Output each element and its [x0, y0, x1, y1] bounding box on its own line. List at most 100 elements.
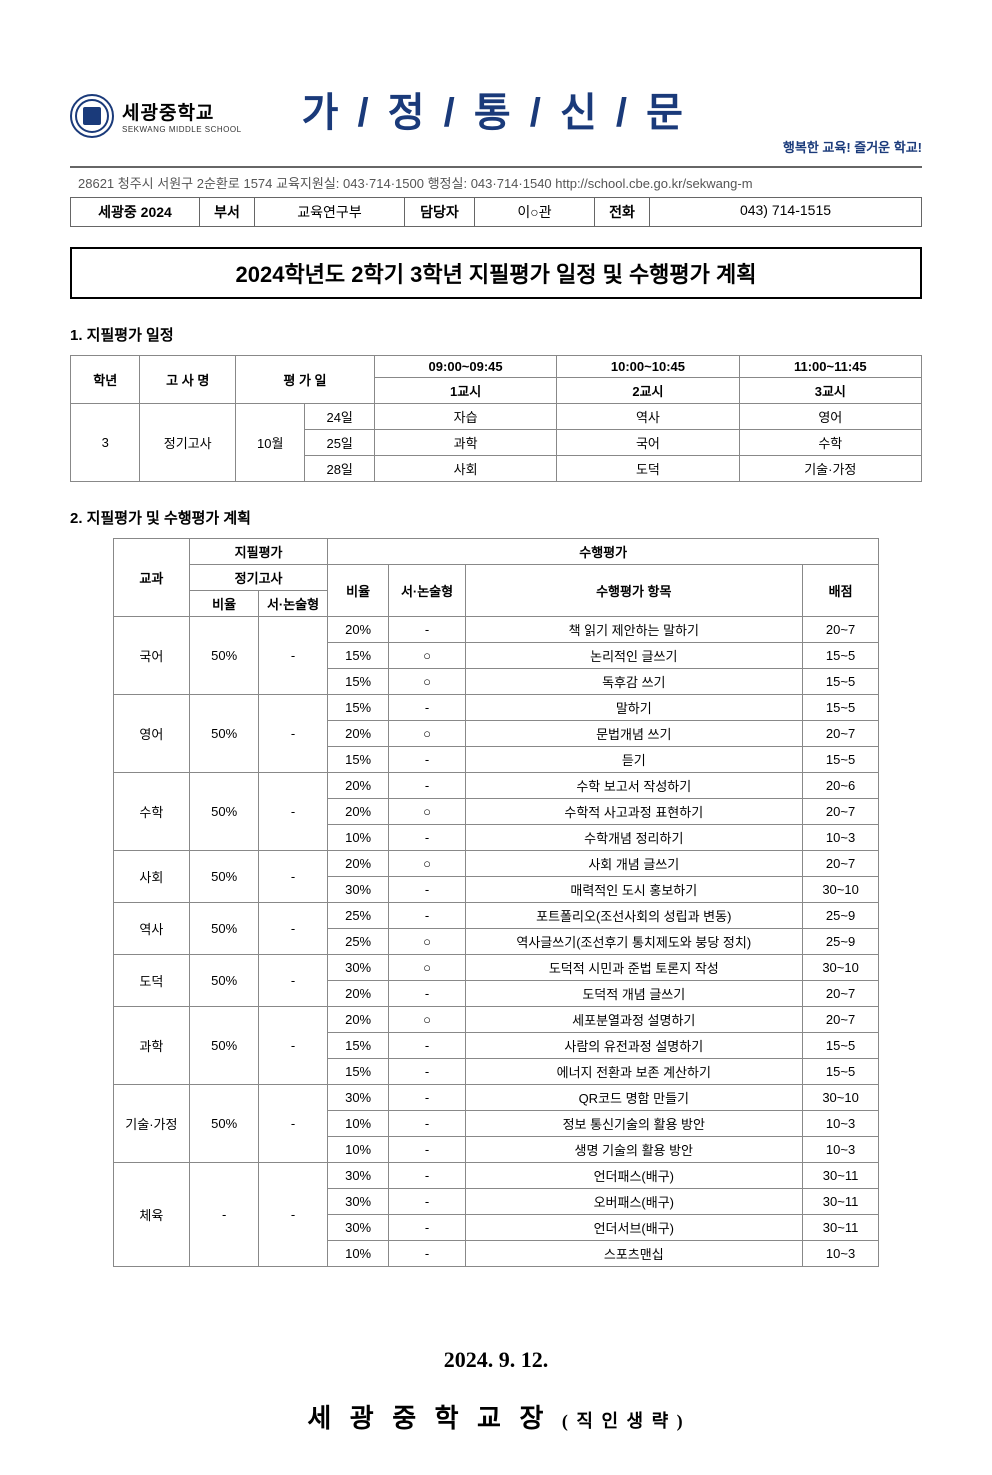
plan-cell: 25~9 — [802, 929, 879, 955]
school-motto: 행복한 교육! 즐거운 학교! — [783, 137, 922, 156]
plan-header: 서·논술형 — [389, 565, 466, 617]
plan-cell: 수학 보고서 작성하기 — [465, 773, 802, 799]
plan-cell: 50% — [190, 1007, 259, 1085]
plan-cell: 15~5 — [802, 669, 879, 695]
plan-cell: - — [389, 1085, 466, 1111]
plan-cell: 50% — [190, 1085, 259, 1163]
schedule-subject: 사회 — [374, 456, 556, 482]
plan-cell: - — [389, 695, 466, 721]
plan-cell: 30% — [327, 1163, 388, 1189]
schedule-subject: 도덕 — [557, 456, 739, 482]
plan-cell: 10~3 — [802, 1111, 879, 1137]
plan-cell: 20% — [327, 799, 388, 825]
plan-cell: 20% — [327, 617, 388, 643]
plan-cell: - — [259, 617, 328, 695]
plan-cell: 20% — [327, 1007, 388, 1033]
plan-cell: 30~11 — [802, 1215, 879, 1241]
plan-cell: 15% — [327, 747, 388, 773]
plan-cell: - — [259, 851, 328, 903]
document-date: 2024. 9. 12. — [70, 1347, 922, 1373]
plan-header: 지필평가 — [190, 539, 328, 565]
schedule-cell: 3 — [71, 404, 140, 482]
plan-cell: 기술·가정 — [113, 1085, 190, 1163]
document-title: 2024학년도 2학기 3학년 지필평가 일정 및 수행평가 계획 — [70, 247, 922, 299]
info-bar: 28621 청주시 서원구 2순환로 1574 교육지원실: 043·714·1… — [70, 166, 922, 227]
plan-cell: 말하기 — [465, 695, 802, 721]
schedule-subject: 영어 — [739, 404, 921, 430]
info-cell: 부서 — [200, 198, 255, 226]
plan-cell: - — [389, 1137, 466, 1163]
plan-cell: 도덕적 개념 글쓰기 — [465, 981, 802, 1007]
plan-cell: ○ — [389, 851, 466, 877]
info-cell: 세광중 2024 — [70, 198, 200, 226]
plan-cell: 25% — [327, 903, 388, 929]
plan-cell: - — [389, 981, 466, 1007]
plan-cell: 15~5 — [802, 747, 879, 773]
header: 세광중학교 SEKWANG MIDDLE SCHOOL 가 / 정 / 통 / … — [70, 80, 922, 138]
plan-cell: 15% — [327, 643, 388, 669]
plan-cell: - — [190, 1163, 259, 1267]
plan-cell: 포트폴리오(조선사회의 성립과 변동) — [465, 903, 802, 929]
plan-cell: - — [389, 1059, 466, 1085]
schedule-header: 10:00~10:45 — [557, 356, 739, 378]
plan-cell: 15~5 — [802, 1059, 879, 1085]
plan-header: 교과 — [113, 539, 190, 617]
schedule-cell: 10월 — [235, 404, 304, 482]
schedule-header: 고 사 명 — [140, 356, 236, 404]
plan-cell: ○ — [389, 1007, 466, 1033]
plan-cell: 50% — [190, 773, 259, 851]
plan-header: 수행평가 — [327, 539, 878, 565]
plan-cell: ○ — [389, 643, 466, 669]
plan-cell: 20~7 — [802, 617, 879, 643]
plan-cell: 에너지 전환과 보존 계산하기 — [465, 1059, 802, 1085]
plan-cell: - — [389, 903, 466, 929]
plan-cell: 논리적인 글쓰기 — [465, 643, 802, 669]
info-cell: 전화 — [595, 198, 650, 226]
schedule-day: 24일 — [305, 404, 374, 430]
info-cell: 이○관 — [475, 198, 595, 226]
plan-cell: 국어 — [113, 617, 190, 695]
plan-cell: 20~6 — [802, 773, 879, 799]
schedule-header: 학년 — [71, 356, 140, 404]
plan-cell: - — [259, 955, 328, 1007]
plan-cell: 영어 — [113, 695, 190, 773]
info-cell: 담당자 — [405, 198, 475, 226]
plan-cell: 20~7 — [802, 799, 879, 825]
plan-cell: 사회 — [113, 851, 190, 903]
plan-cell: - — [259, 1007, 328, 1085]
plan-cell: 매력적인 도시 홍보하기 — [465, 877, 802, 903]
plan-cell: ○ — [389, 721, 466, 747]
plan-cell: 50% — [190, 617, 259, 695]
plan-cell: QR코드 명함 만들기 — [465, 1085, 802, 1111]
plan-cell: 30% — [327, 1085, 388, 1111]
plan-cell: 수학적 사고과정 표현하기 — [465, 799, 802, 825]
info-row: 세광중 2024부서교육연구부담당자이○관전화043) 714-1515 — [70, 197, 922, 226]
info-cell: 교육연구부 — [255, 198, 405, 226]
plan-cell: 20~7 — [802, 721, 879, 747]
plan-cell: 30% — [327, 1215, 388, 1241]
plan-cell: 듣기 — [465, 747, 802, 773]
school-name-en: SEKWANG MIDDLE SCHOOL — [122, 125, 242, 134]
plan-cell: 20~7 — [802, 851, 879, 877]
schedule-subject: 역사 — [557, 404, 739, 430]
plan-cell: 30~10 — [802, 1085, 879, 1111]
plan-cell: 30% — [327, 955, 388, 981]
plan-cell: 20~7 — [802, 1007, 879, 1033]
plan-cell: 15% — [327, 695, 388, 721]
plan-cell: 25% — [327, 929, 388, 955]
schedule-subject: 수학 — [739, 430, 921, 456]
plan-cell: 15~5 — [802, 1033, 879, 1059]
plan-cell: 10% — [327, 825, 388, 851]
plan-cell: 25~9 — [802, 903, 879, 929]
plan-header: 정기고사 — [190, 565, 328, 591]
section1-title: 1. 지필평가 일정 — [70, 324, 922, 345]
plan-cell: 30% — [327, 877, 388, 903]
plan-cell: 30~11 — [802, 1163, 879, 1189]
plan-cell: 사회 개념 글쓰기 — [465, 851, 802, 877]
plan-cell: - — [389, 1241, 466, 1267]
plan-header: 서·논술형 — [259, 591, 328, 617]
plan-cell: 사람의 유전과정 설명하기 — [465, 1033, 802, 1059]
schedule-subject: 국어 — [557, 430, 739, 456]
plan-cell: - — [389, 825, 466, 851]
schedule-header: 2교시 — [557, 378, 739, 404]
